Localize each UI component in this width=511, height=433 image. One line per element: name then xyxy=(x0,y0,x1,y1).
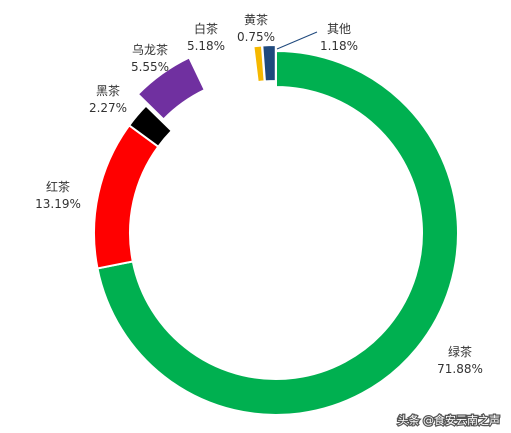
donut-slice-3 xyxy=(127,104,174,149)
slice-category-label: 黄茶 xyxy=(244,12,268,27)
donut-slice-4 xyxy=(136,56,207,121)
donut-slice-7 xyxy=(261,44,277,83)
slice-value-label: 5.55% xyxy=(131,60,169,74)
watermark: 头条 @食安云南之声 xyxy=(396,412,501,429)
slice-category-label: 其他 xyxy=(327,22,351,36)
slice-category-label: 绿茶 xyxy=(448,344,472,359)
slice-value-label: 71.88% xyxy=(437,362,483,376)
donut-slice-5 xyxy=(193,41,257,94)
donut-slices xyxy=(93,41,459,416)
slice-value-label: 0.75% xyxy=(237,30,275,44)
slice-value-label: 1.18% xyxy=(320,39,358,53)
slice-category-label: 黑茶 xyxy=(96,83,120,98)
slice-value-label: 13.19% xyxy=(35,197,81,211)
slice-labels: 绿茶 71.88% 红茶 13.19% 黑茶 2.27% 乌龙茶 5.55% 白茶 5.18% 黄茶… xyxy=(35,12,483,376)
slice-category-label: 白茶 xyxy=(194,21,218,36)
slice-value-label: 2.27% xyxy=(89,101,127,115)
other-leader-line xyxy=(276,31,318,50)
watermark-text: 头条 @食安云南之声 xyxy=(398,413,501,427)
slice-category-label: 乌龙茶 xyxy=(132,42,168,57)
slice-category-label: 红茶 xyxy=(46,179,70,194)
slice-value-label: 5.18% xyxy=(187,39,225,53)
donut-slice-1 xyxy=(96,49,459,416)
donut-slice-2 xyxy=(93,123,160,270)
